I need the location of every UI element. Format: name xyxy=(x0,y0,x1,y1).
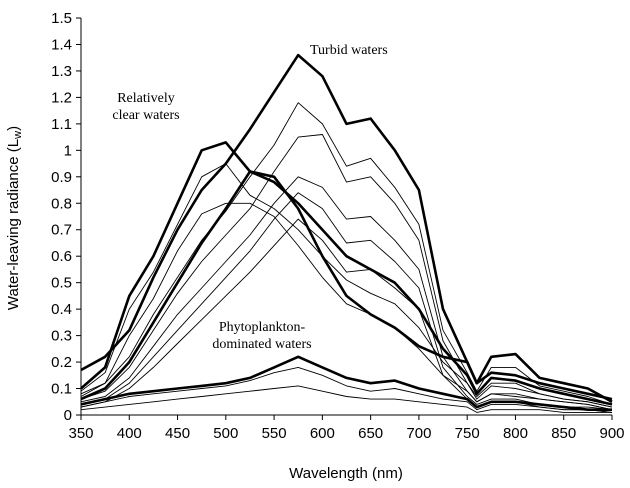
x-tick-label: 900 xyxy=(599,425,624,442)
spectrum-line xyxy=(80,385,612,413)
y-axis-label-subscript: w xyxy=(12,131,24,140)
y-tick-label: 0.5 xyxy=(51,275,72,292)
annotation: Relatively xyxy=(117,91,175,106)
y-tick-label: 1.3 xyxy=(51,63,72,80)
y-tick-label: 0.7 xyxy=(51,222,72,239)
y-tick-label: 1 xyxy=(64,142,72,159)
y-tick-label: 1.2 xyxy=(51,89,72,106)
spectrum-line xyxy=(80,218,613,413)
y-axis-label: Water-leaving radiance (Lw) xyxy=(5,126,24,310)
spectrum-line xyxy=(80,163,613,408)
spectrum-line xyxy=(80,141,613,406)
x-tick-label: 750 xyxy=(455,425,480,442)
annotation: Phytoplankton- xyxy=(219,320,306,335)
y-tick-label: 0.4 xyxy=(51,301,72,318)
y-tick-label: 0.2 xyxy=(51,354,72,371)
x-tick-label: 600 xyxy=(310,425,335,442)
y-tick-label: 1.5 xyxy=(51,10,72,27)
y-tick-label: 0.6 xyxy=(51,248,72,265)
spectrum-line xyxy=(80,102,613,405)
spectrum-line xyxy=(80,355,612,411)
spectrum-line xyxy=(80,366,613,413)
spectrum-line xyxy=(80,134,613,408)
x-tick-label: 500 xyxy=(213,425,238,442)
annotation: Turbid waters xyxy=(310,43,388,58)
x-tick-label: 850 xyxy=(551,425,576,442)
annotation: dominated waters xyxy=(212,337,311,352)
spectrum-line xyxy=(80,53,613,403)
x-tick-label: 650 xyxy=(358,425,383,442)
spectrum-line xyxy=(80,170,613,401)
x-tick-label: 400 xyxy=(117,425,142,442)
x-tick-label: 350 xyxy=(68,425,93,442)
spectrum-line xyxy=(80,202,613,411)
x-tick-label: 800 xyxy=(503,425,528,442)
spectrum-line xyxy=(80,192,613,411)
y-tick-label: 0.3 xyxy=(51,328,72,345)
y-tick-label: 0.8 xyxy=(51,195,72,212)
y-tick-label: 1.1 xyxy=(51,116,72,133)
y-tick-label: 0.9 xyxy=(51,169,72,186)
spectrum-line xyxy=(80,176,613,411)
y-axis-label-close: ) xyxy=(5,126,22,131)
annotation: clear waters xyxy=(112,108,179,123)
x-tick-label: 550 xyxy=(262,425,287,442)
y-tick-label: 0.1 xyxy=(51,381,72,398)
x-tick-label: 450 xyxy=(165,425,190,442)
y-tick-label: 0 xyxy=(64,407,72,424)
x-axis-label: Wavelength (nm) xyxy=(289,465,403,482)
y-axis-label-text: Water-leaving radiance (L xyxy=(5,139,22,310)
y-tick-label: 1.4 xyxy=(51,36,72,53)
x-tick-label: 700 xyxy=(406,425,431,442)
